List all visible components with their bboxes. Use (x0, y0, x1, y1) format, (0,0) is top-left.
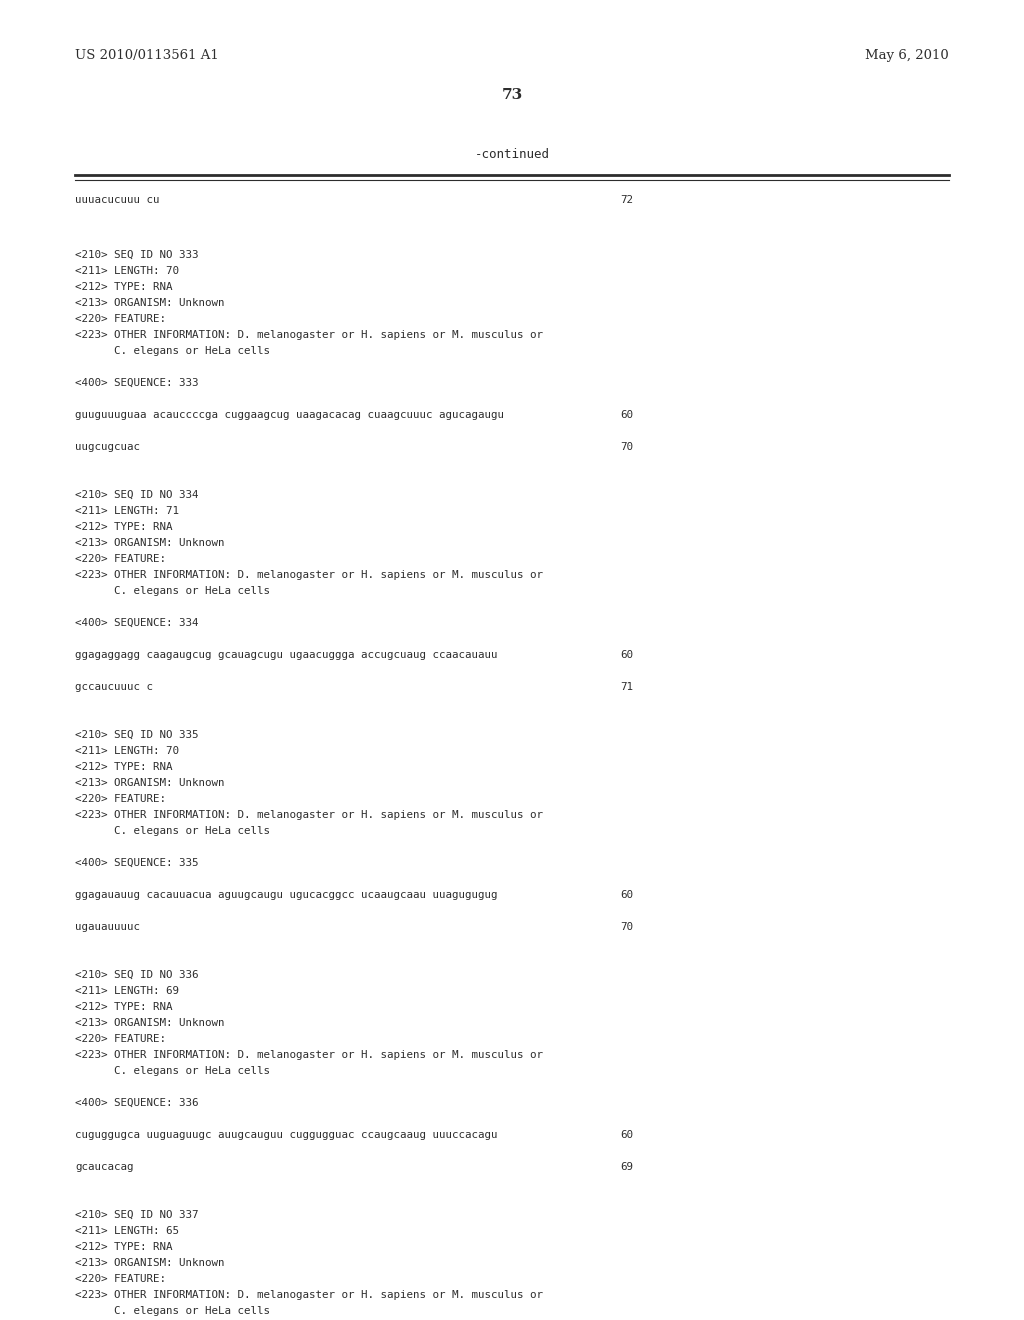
Text: 60: 60 (620, 411, 633, 420)
Text: <211> LENGTH: 70: <211> LENGTH: 70 (75, 746, 179, 756)
Text: ugauauuuuc: ugauauuuuc (75, 921, 140, 932)
Text: <213> ORGANISM: Unknown: <213> ORGANISM: Unknown (75, 1018, 224, 1028)
Text: <400> SEQUENCE: 334: <400> SEQUENCE: 334 (75, 618, 199, 628)
Text: 60: 60 (620, 890, 633, 900)
Text: May 6, 2010: May 6, 2010 (865, 49, 949, 62)
Text: <213> ORGANISM: Unknown: <213> ORGANISM: Unknown (75, 1258, 224, 1269)
Text: <220> FEATURE:: <220> FEATURE: (75, 554, 166, 564)
Text: <220> FEATURE:: <220> FEATURE: (75, 1274, 166, 1284)
Text: 70: 70 (620, 921, 633, 932)
Text: <223> OTHER INFORMATION: D. melanogaster or H. sapiens or M. musculus or: <223> OTHER INFORMATION: D. melanogaster… (75, 570, 543, 579)
Text: <210> SEQ ID NO 333: <210> SEQ ID NO 333 (75, 249, 199, 260)
Text: <213> ORGANISM: Unknown: <213> ORGANISM: Unknown (75, 777, 224, 788)
Text: C. elegans or HeLa cells: C. elegans or HeLa cells (75, 346, 270, 356)
Text: guuguuuguaa acauccccga cuggaagcug uaagacacag cuaagcuuuc agucagaugu: guuguuuguaa acauccccga cuggaagcug uaagac… (75, 411, 504, 420)
Text: <211> LENGTH: 71: <211> LENGTH: 71 (75, 506, 179, 516)
Text: <220> FEATURE:: <220> FEATURE: (75, 1034, 166, 1044)
Text: <400> SEQUENCE: 336: <400> SEQUENCE: 336 (75, 1098, 199, 1107)
Text: C. elegans or HeLa cells: C. elegans or HeLa cells (75, 1067, 270, 1076)
Text: uuuacucuuu cu: uuuacucuuu cu (75, 195, 160, 205)
Text: <213> ORGANISM: Unknown: <213> ORGANISM: Unknown (75, 539, 224, 548)
Text: ggagaggagg caagaugcug gcauagcugu ugaacuggga accugcuaug ccaacauauu: ggagaggagg caagaugcug gcauagcugu ugaacug… (75, 649, 498, 660)
Text: <212> TYPE: RNA: <212> TYPE: RNA (75, 282, 172, 292)
Text: <212> TYPE: RNA: <212> TYPE: RNA (75, 1242, 172, 1251)
Text: <210> SEQ ID NO 334: <210> SEQ ID NO 334 (75, 490, 199, 500)
Text: <223> OTHER INFORMATION: D. melanogaster or H. sapiens or M. musculus or: <223> OTHER INFORMATION: D. melanogaster… (75, 810, 543, 820)
Text: C. elegans or HeLa cells: C. elegans or HeLa cells (75, 826, 270, 836)
Text: <212> TYPE: RNA: <212> TYPE: RNA (75, 1002, 172, 1012)
Text: <223> OTHER INFORMATION: D. melanogaster or H. sapiens or M. musculus or: <223> OTHER INFORMATION: D. melanogaster… (75, 1049, 543, 1060)
Text: gcaucacag: gcaucacag (75, 1162, 133, 1172)
Text: 70: 70 (620, 442, 633, 451)
Text: uugcugcuac: uugcugcuac (75, 442, 140, 451)
Text: <212> TYPE: RNA: <212> TYPE: RNA (75, 762, 172, 772)
Text: 60: 60 (620, 649, 633, 660)
Text: <212> TYPE: RNA: <212> TYPE: RNA (75, 521, 172, 532)
Text: <220> FEATURE:: <220> FEATURE: (75, 795, 166, 804)
Text: <210> SEQ ID NO 335: <210> SEQ ID NO 335 (75, 730, 199, 741)
Text: <210> SEQ ID NO 337: <210> SEQ ID NO 337 (75, 1210, 199, 1220)
Text: ggagauauug cacauuacua aguugcaugu ugucacggcc ucaaugcaau uuagugugug: ggagauauug cacauuacua aguugcaugu ugucacg… (75, 890, 498, 900)
Text: US 2010/0113561 A1: US 2010/0113561 A1 (75, 49, 219, 62)
Text: C. elegans or HeLa cells: C. elegans or HeLa cells (75, 1305, 270, 1316)
Text: -continued: -continued (474, 149, 550, 161)
Text: <400> SEQUENCE: 333: <400> SEQUENCE: 333 (75, 378, 199, 388)
Text: 73: 73 (502, 88, 522, 102)
Text: <220> FEATURE:: <220> FEATURE: (75, 314, 166, 323)
Text: <223> OTHER INFORMATION: D. melanogaster or H. sapiens or M. musculus or: <223> OTHER INFORMATION: D. melanogaster… (75, 1290, 543, 1300)
Text: 72: 72 (620, 195, 633, 205)
Text: <211> LENGTH: 70: <211> LENGTH: 70 (75, 267, 179, 276)
Text: <210> SEQ ID NO 336: <210> SEQ ID NO 336 (75, 970, 199, 979)
Text: <211> LENGTH: 65: <211> LENGTH: 65 (75, 1226, 179, 1236)
Text: C. elegans or HeLa cells: C. elegans or HeLa cells (75, 586, 270, 597)
Text: <400> SEQUENCE: 335: <400> SEQUENCE: 335 (75, 858, 199, 869)
Text: <211> LENGTH: 69: <211> LENGTH: 69 (75, 986, 179, 997)
Text: 69: 69 (620, 1162, 633, 1172)
Text: gccaucuuuc c: gccaucuuuc c (75, 682, 153, 692)
Text: 60: 60 (620, 1130, 633, 1140)
Text: 71: 71 (620, 682, 633, 692)
Text: <213> ORGANISM: Unknown: <213> ORGANISM: Unknown (75, 298, 224, 308)
Text: <223> OTHER INFORMATION: D. melanogaster or H. sapiens or M. musculus or: <223> OTHER INFORMATION: D. melanogaster… (75, 330, 543, 341)
Text: cuguggugca uuguaguugc auugcauguu cuggugguac ccaugcaaug uuuccacagu: cuguggugca uuguaguugc auugcauguu cuggugg… (75, 1130, 498, 1140)
